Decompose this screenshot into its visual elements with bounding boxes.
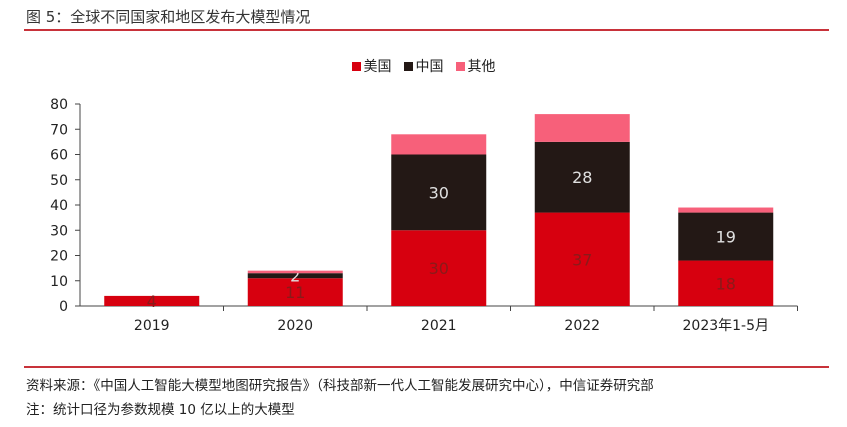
x-tick-label: 2022 bbox=[564, 318, 600, 334]
title-divider bbox=[24, 29, 829, 31]
bar-segment-美国 bbox=[391, 230, 487, 306]
legend-label: 中国 bbox=[415, 59, 444, 75]
y-tick-label: 50 bbox=[50, 173, 68, 189]
y-tick-label: 40 bbox=[50, 198, 68, 214]
bar-segment-中国 bbox=[534, 141, 630, 213]
x-tick-label: 2020 bbox=[277, 318, 313, 334]
data-label: 18 bbox=[716, 274, 736, 293]
legend-label: 其他 bbox=[467, 59, 496, 75]
legend-item: 美国 bbox=[351, 56, 392, 76]
legend: 美国 中国 其他 bbox=[0, 56, 847, 76]
y-tick-label: 30 bbox=[50, 223, 68, 239]
legend-label: 美国 bbox=[363, 59, 392, 75]
bar-segment-美国 bbox=[104, 295, 200, 306]
data-label: 2 bbox=[290, 267, 300, 286]
bar-segment-中国 bbox=[678, 212, 774, 261]
legend-item: 其他 bbox=[455, 56, 496, 76]
legend-swatch bbox=[403, 61, 413, 71]
bar-segment-其他 bbox=[247, 270, 343, 274]
bar-segment-其他 bbox=[391, 134, 487, 155]
y-tick-label: 60 bbox=[50, 148, 68, 164]
y-tick-label: 70 bbox=[50, 122, 68, 138]
bar-segment-中国 bbox=[247, 273, 343, 279]
x-tick-label: 2019 bbox=[134, 318, 170, 334]
data-label: 30 bbox=[429, 259, 449, 278]
figure-title: 图 5：全球不同国家和地区发布大模型情况 bbox=[26, 8, 311, 26]
data-label: 30 bbox=[429, 183, 449, 202]
y-tick-label: 0 bbox=[59, 299, 68, 315]
bar-segment-美国 bbox=[534, 212, 630, 306]
stacked-bar-chart: 0 10 20 30 40 50 60 70 80 2019 2020 2021 2022 2023年1-… bbox=[50, 97, 798, 334]
x-tick-label: 2023年1-5月 bbox=[683, 318, 770, 334]
bar-segment-其他 bbox=[678, 207, 774, 213]
bar-segment-中国 bbox=[391, 154, 487, 231]
y-tick-label: 20 bbox=[50, 249, 68, 265]
footer-divider bbox=[24, 366, 829, 368]
x-tick-label: 2021 bbox=[421, 318, 457, 334]
source-text: 资料来源：《中国人工智能大模型地图研究报告》（科技部新一代人工智能发展研究中心）… bbox=[26, 378, 654, 394]
y-tick-label: 80 bbox=[50, 97, 68, 113]
bar-segment-其他 bbox=[534, 114, 630, 142]
legend-swatch bbox=[351, 61, 361, 71]
bar-segment-美国 bbox=[678, 260, 774, 306]
data-label: 28 bbox=[572, 168, 592, 187]
data-label: 37 bbox=[572, 250, 592, 269]
data-label: 11 bbox=[285, 283, 305, 302]
legend-swatch bbox=[455, 61, 465, 71]
data-label: 19 bbox=[716, 228, 736, 247]
data-label: 4 bbox=[147, 292, 157, 311]
note-text: 注：统计口径为参数规模 10 亿以上的大模型 bbox=[26, 402, 295, 418]
bar-segment-美国 bbox=[247, 278, 343, 306]
y-tick-label: 10 bbox=[50, 274, 68, 290]
legend-item: 中国 bbox=[403, 56, 444, 76]
